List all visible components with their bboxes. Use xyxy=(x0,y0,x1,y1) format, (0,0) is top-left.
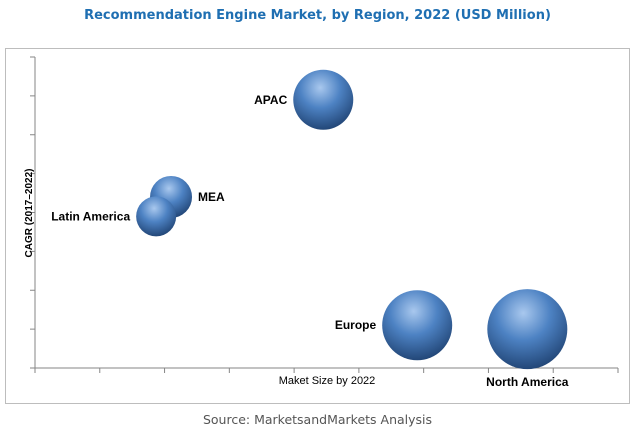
x-axis-label: Maket Size by 2022 xyxy=(279,375,376,387)
data-label-mea: MEA xyxy=(198,190,225,204)
data-label-europe: Europe xyxy=(335,318,377,332)
data-label-north-america: North America xyxy=(486,375,569,389)
data-label-apac: APAC xyxy=(254,93,287,107)
y-axis-label: CAGR (2017–2022) xyxy=(24,169,35,258)
chart-title: Recommendation Engine Market, by Region,… xyxy=(84,8,551,23)
bubble-north-america xyxy=(487,289,568,370)
bubble-latin-america xyxy=(136,196,177,237)
chart-frame xyxy=(5,48,630,404)
bubble-europe xyxy=(382,290,453,361)
bubble-apac xyxy=(293,69,354,130)
data-label-latin-america: Latin America xyxy=(51,209,130,223)
source-note: Source: MarketsandMarkets Analysis xyxy=(202,412,433,427)
